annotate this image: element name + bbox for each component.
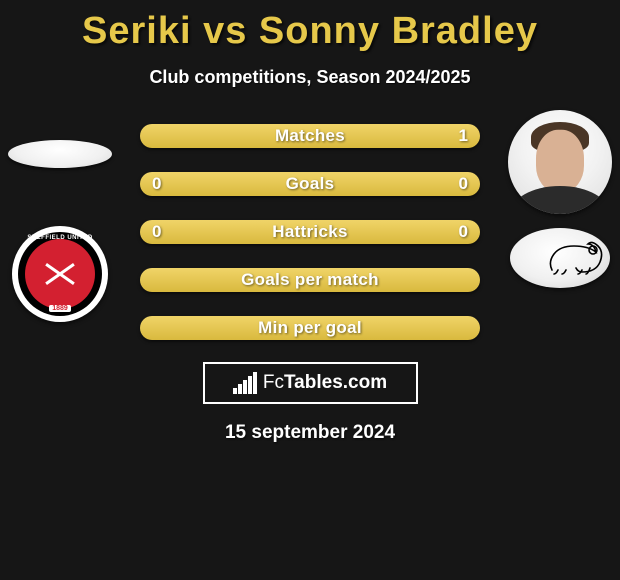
left-club-year: 1889: [49, 305, 71, 312]
stat-row-hattricks: 0 Hattricks 0: [140, 220, 480, 244]
page-title: Seriki vs Sonny Bradley: [0, 0, 620, 53]
right-club-badge: [510, 228, 610, 288]
ram-icon: [544, 240, 604, 276]
subtitle: Club competitions, Season 2024/2025: [0, 67, 620, 88]
stat-left-value: 0: [152, 220, 161, 244]
date-text: 15 september 2024: [0, 422, 620, 444]
stat-row-matches: Matches 1: [140, 124, 480, 148]
stat-right-value: 1: [459, 124, 468, 148]
stat-right-value: 0: [459, 220, 468, 244]
bars-icon: [233, 372, 257, 394]
stat-label: Hattricks: [272, 222, 347, 242]
stat-row-min-per-goal: Min per goal: [140, 316, 480, 340]
stat-label: Min per goal: [258, 318, 362, 338]
stat-label: Goals per match: [241, 270, 379, 290]
swords-icon: [40, 254, 80, 294]
player-left-avatar-placeholder: [8, 140, 112, 168]
player-right-avatar: [508, 110, 612, 214]
stat-bars: Matches 1 0 Goals 0 0 Hattricks 0 Goals …: [140, 124, 480, 340]
stat-row-goals: 0 Goals 0: [140, 172, 480, 196]
stat-right-value: 0: [459, 172, 468, 196]
stat-label: Matches: [275, 126, 345, 146]
stat-left-value: 0: [152, 172, 161, 196]
source-logo: FcTables.com: [203, 362, 418, 404]
source-logo-text: FcTables.com: [263, 372, 387, 394]
stat-label: Goals: [286, 174, 335, 194]
player-right-column: [508, 110, 612, 288]
player-left-column: SHEFFIELD UNITED 1889: [8, 110, 112, 322]
comparison-panel: SHEFFIELD UNITED 1889: [0, 124, 620, 444]
left-club-badge: SHEFFIELD UNITED 1889: [12, 226, 108, 322]
stat-row-goals-per-match: Goals per match: [140, 268, 480, 292]
